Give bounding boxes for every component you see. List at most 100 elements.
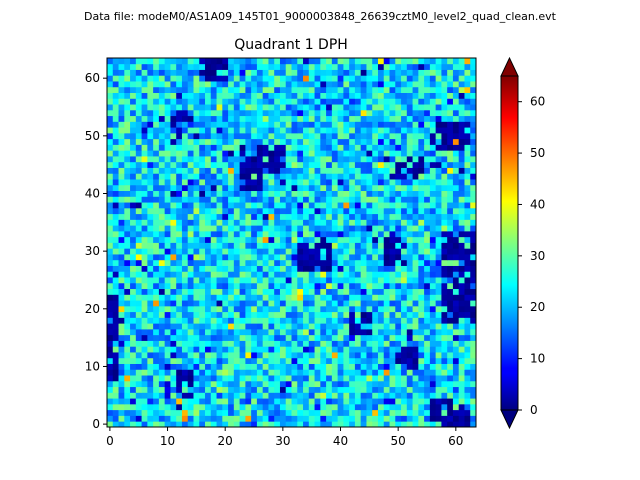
heatmap-cell xyxy=(124,409,131,416)
heatmap-cell xyxy=(210,277,217,284)
heatmap-cell xyxy=(354,248,362,255)
heatmap-cell xyxy=(239,403,246,411)
heatmap-cell xyxy=(326,173,333,180)
heatmap-cell xyxy=(153,207,160,215)
heatmap-cell xyxy=(112,242,119,249)
heatmap-cell xyxy=(326,207,333,215)
heatmap-cell xyxy=(418,213,425,220)
heatmap-cell xyxy=(112,63,119,70)
heatmap-cell xyxy=(199,242,206,249)
heatmap-cell xyxy=(418,311,425,318)
heatmap-cell xyxy=(354,115,362,122)
heatmap-cell xyxy=(297,109,304,117)
heatmap-cell xyxy=(181,213,189,220)
heatmap-cell xyxy=(360,225,367,232)
heatmap-cell xyxy=(314,161,321,168)
heatmap-cell xyxy=(158,173,166,180)
heatmap-cell xyxy=(383,150,390,157)
heatmap-cell xyxy=(308,144,315,151)
heatmap-cell xyxy=(135,340,142,347)
heatmap-cell xyxy=(274,167,281,174)
heatmap-cell xyxy=(303,225,310,232)
heatmap-cell xyxy=(412,92,419,99)
heatmap-cell xyxy=(429,403,437,411)
heatmap-cell xyxy=(245,254,252,261)
heatmap-cell xyxy=(401,254,408,261)
heatmap-cell xyxy=(274,225,281,232)
heatmap-cell xyxy=(181,242,189,249)
heatmap-cell xyxy=(164,207,171,215)
heatmap-cell xyxy=(377,75,385,82)
heatmap-cell xyxy=(187,328,194,336)
heatmap-cell xyxy=(279,254,287,261)
heatmap-cell xyxy=(354,75,362,82)
heatmap-cell xyxy=(274,305,281,313)
heatmap-cell xyxy=(239,380,246,388)
heatmap-cell xyxy=(158,190,166,197)
heatmap-cell xyxy=(112,144,119,151)
heatmap-cell xyxy=(135,184,142,192)
heatmap-cell xyxy=(458,334,465,341)
heatmap-cell xyxy=(418,380,425,388)
heatmap-cell xyxy=(274,398,281,405)
heatmap-cell xyxy=(389,179,396,186)
heatmap-cell xyxy=(205,334,212,341)
heatmap-cell xyxy=(383,265,390,272)
heatmap-cell xyxy=(216,375,223,382)
heatmap-cell xyxy=(285,161,292,168)
heatmap-cell xyxy=(297,202,304,209)
heatmap-cell xyxy=(331,115,339,122)
heatmap-cell xyxy=(447,115,454,122)
heatmap-cell xyxy=(291,236,298,243)
heatmap-cell xyxy=(170,259,177,266)
heatmap-cell xyxy=(320,357,327,364)
heatmap-cell xyxy=(326,109,333,117)
heatmap-cell xyxy=(170,69,177,76)
heatmap-cell xyxy=(205,398,212,405)
heatmap-cell xyxy=(337,369,344,376)
heatmap-cell xyxy=(366,386,373,393)
heatmap-cell xyxy=(233,294,241,301)
heatmap-cell xyxy=(205,311,212,318)
heatmap-cell xyxy=(222,328,229,336)
heatmap-cell xyxy=(107,167,114,174)
heatmap-cell xyxy=(401,375,408,382)
heatmap-cell xyxy=(395,86,402,93)
heatmap-cell xyxy=(176,219,183,226)
heatmap-cell xyxy=(412,115,419,122)
heatmap-cell xyxy=(268,300,275,307)
heatmap-cell xyxy=(429,323,437,330)
heatmap-cell xyxy=(383,144,390,151)
heatmap-cell xyxy=(268,230,275,238)
heatmap-cell xyxy=(164,75,171,82)
heatmap-cell xyxy=(176,184,183,192)
heatmap-cell xyxy=(176,375,183,382)
heatmap-cell xyxy=(147,421,154,428)
heatmap-cell xyxy=(285,236,292,243)
colorbar-tick-label: 10 xyxy=(530,352,545,366)
heatmap-cell xyxy=(441,294,448,301)
heatmap-cell xyxy=(141,81,148,88)
heatmap-cell xyxy=(205,288,212,295)
heatmap-cell xyxy=(314,207,321,215)
heatmap-cell xyxy=(107,58,114,65)
heatmap-cell xyxy=(153,75,160,82)
heatmap-cell xyxy=(406,254,413,261)
heatmap-cell xyxy=(349,219,356,226)
heatmap-cell xyxy=(107,104,114,111)
heatmap-cell xyxy=(176,415,183,422)
heatmap-cell xyxy=(470,173,477,180)
heatmap-cell xyxy=(320,346,327,353)
heatmap-cell xyxy=(181,363,189,370)
heatmap-cell xyxy=(354,403,362,411)
heatmap-cell xyxy=(337,63,344,70)
heatmap-cell xyxy=(268,219,275,226)
heatmap-cell xyxy=(429,179,437,186)
heatmap-cell xyxy=(256,328,264,336)
heatmap-cell xyxy=(308,75,315,82)
heatmap-cell xyxy=(216,340,223,347)
heatmap-cell xyxy=(447,236,454,243)
heatmap-cell xyxy=(228,300,235,307)
heatmap-cell xyxy=(395,323,402,330)
heatmap-cell xyxy=(274,352,281,359)
